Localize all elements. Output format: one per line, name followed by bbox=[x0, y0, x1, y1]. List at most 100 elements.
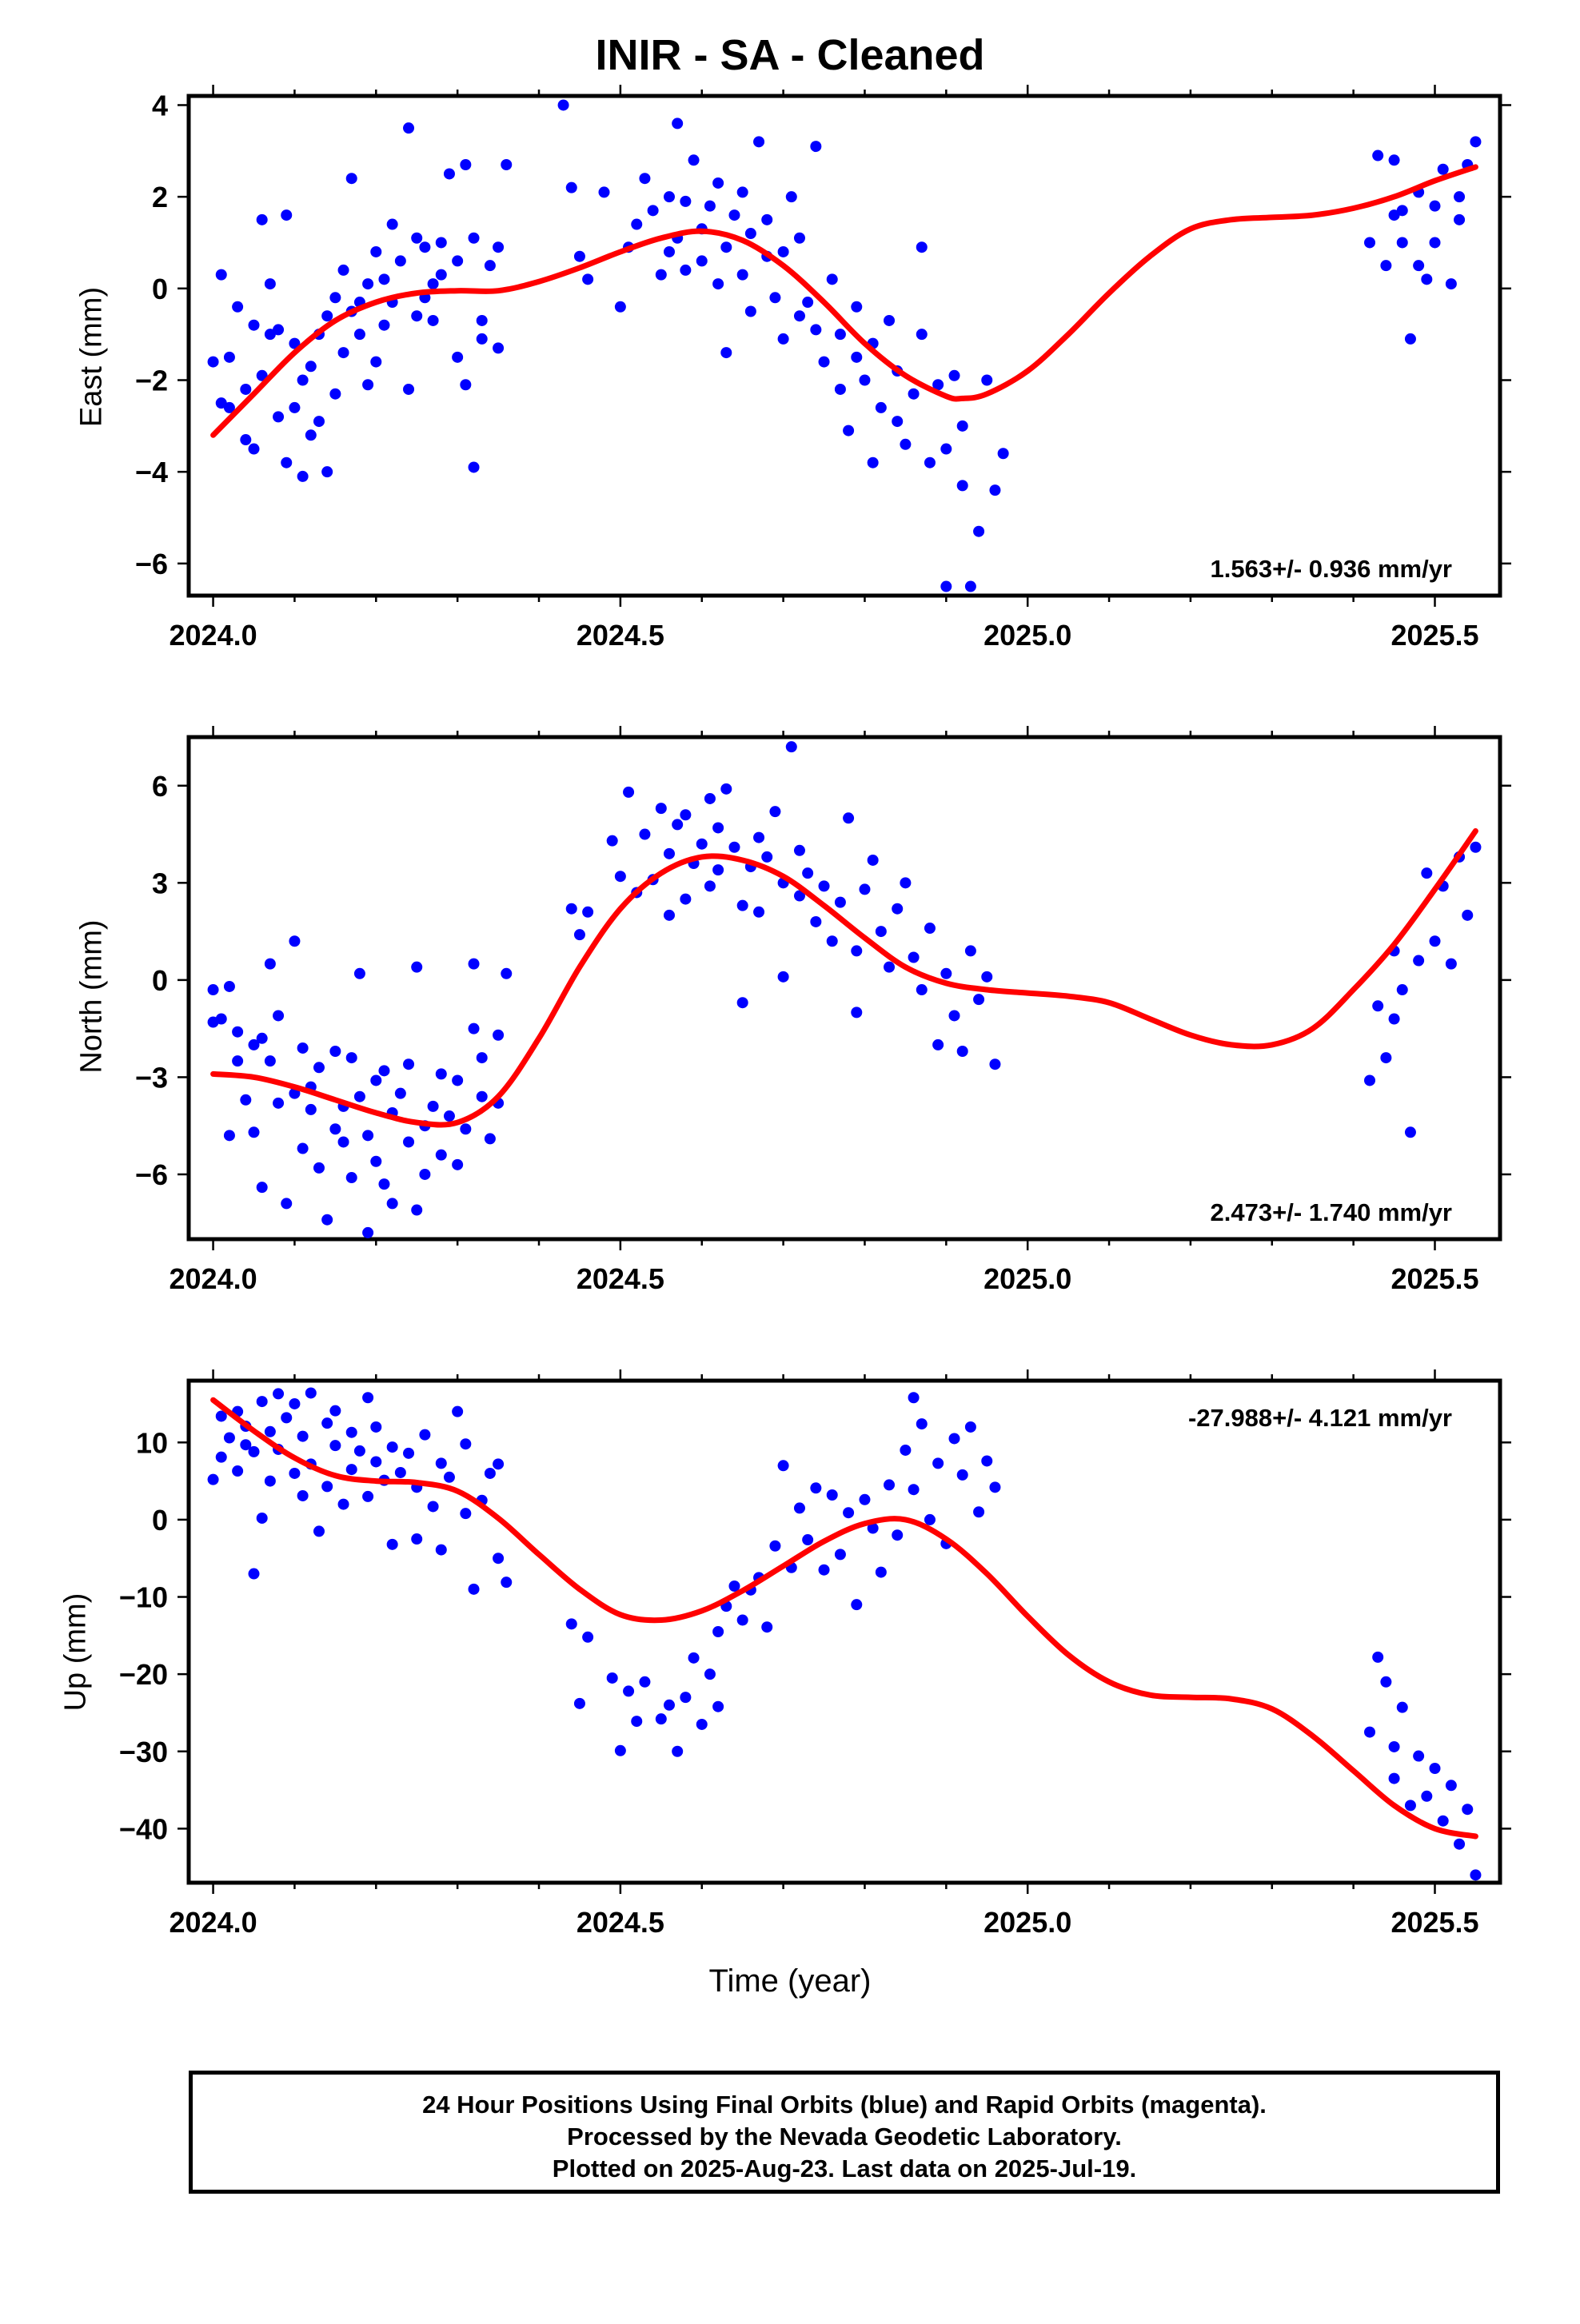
data-point bbox=[427, 278, 439, 290]
data-point bbox=[810, 1482, 822, 1494]
data-point bbox=[956, 1046, 968, 1058]
data-point bbox=[712, 278, 724, 290]
data-point bbox=[1454, 191, 1466, 203]
panel-2: 2024.0 2024.5 2025.0 2025.5 10 0 −10 −20 −30 −40 -… bbox=[119, 1369, 1511, 1939]
x-tick-label: 2025.5 bbox=[1390, 1906, 1478, 1939]
data-point bbox=[973, 525, 985, 537]
data-point bbox=[940, 443, 952, 455]
data-point bbox=[867, 1522, 879, 1534]
data-point bbox=[394, 1087, 406, 1099]
data-point bbox=[565, 1618, 577, 1630]
data-point bbox=[1413, 1750, 1425, 1762]
y-tick-label: −30 bbox=[119, 1736, 168, 1768]
data-point bbox=[639, 173, 651, 185]
data-point bbox=[264, 1425, 276, 1437]
up-axis-label: Up (mm) bbox=[58, 1593, 93, 1712]
data-point bbox=[908, 1392, 920, 1404]
data-point bbox=[777, 245, 789, 257]
data-point bbox=[232, 1026, 244, 1038]
data-point bbox=[329, 1046, 341, 1058]
data-point bbox=[394, 255, 406, 267]
data-point bbox=[345, 173, 357, 185]
y-tick-label: −6 bbox=[135, 1158, 168, 1191]
data-point bbox=[370, 1155, 382, 1167]
data-point bbox=[207, 356, 219, 368]
data-point bbox=[468, 461, 480, 473]
data-point bbox=[818, 1564, 830, 1576]
data-point bbox=[386, 218, 398, 230]
data-point bbox=[411, 1204, 423, 1216]
data-point bbox=[672, 1745, 684, 1757]
data-point bbox=[680, 809, 692, 821]
data-point bbox=[305, 1387, 317, 1399]
data-point bbox=[353, 1090, 365, 1102]
data-point bbox=[623, 786, 635, 798]
data-point bbox=[378, 1178, 390, 1190]
panel-1: 2024.0 2024.5 2025.0 2025.5 6 3 0 −3 −6 2.473+/- … bbox=[135, 726, 1511, 1295]
data-point bbox=[672, 118, 684, 130]
data-point bbox=[501, 967, 513, 979]
data-point bbox=[631, 218, 643, 230]
y-tick-label: −40 bbox=[119, 1812, 168, 1845]
data-point bbox=[248, 1038, 260, 1050]
data-point bbox=[761, 1621, 773, 1633]
data-point bbox=[321, 1214, 333, 1226]
data-point bbox=[565, 903, 577, 915]
data-point bbox=[736, 269, 748, 281]
data-point bbox=[1413, 260, 1425, 272]
data-point bbox=[672, 819, 684, 831]
data-point bbox=[859, 374, 871, 386]
data-point bbox=[900, 1444, 912, 1456]
data-point bbox=[956, 480, 968, 492]
data-point bbox=[728, 1580, 740, 1592]
data-point bbox=[647, 205, 659, 217]
data-point bbox=[614, 871, 626, 883]
data-point bbox=[273, 1010, 285, 1022]
data-point bbox=[484, 260, 496, 272]
data-point bbox=[345, 1172, 357, 1184]
data-point bbox=[1462, 1804, 1474, 1816]
data-point bbox=[663, 909, 675, 921]
x-tick-label: 2025.0 bbox=[984, 1262, 1071, 1295]
x-tick-label: 2024.5 bbox=[577, 1906, 664, 1939]
data-point bbox=[1413, 955, 1425, 967]
data-point bbox=[867, 456, 879, 468]
data-point bbox=[248, 443, 260, 455]
data-point bbox=[851, 1007, 863, 1018]
data-point bbox=[1470, 1869, 1482, 1881]
data-point bbox=[623, 1685, 635, 1697]
data-point bbox=[460, 1508, 472, 1520]
data-point bbox=[345, 1464, 357, 1476]
data-point bbox=[297, 470, 309, 482]
data-point bbox=[1404, 1126, 1416, 1138]
data-point bbox=[370, 1074, 382, 1086]
data-point bbox=[452, 351, 464, 363]
data-point bbox=[1372, 149, 1384, 161]
data-point bbox=[362, 1392, 374, 1404]
data-point bbox=[834, 896, 846, 908]
y-tick-label: −4 bbox=[135, 456, 168, 488]
data-point bbox=[289, 1467, 301, 1479]
data-point bbox=[378, 273, 390, 285]
data-point bbox=[1421, 1790, 1433, 1802]
data-point bbox=[964, 1421, 976, 1433]
data-point bbox=[403, 383, 415, 395]
data-point bbox=[411, 310, 423, 322]
data-point bbox=[573, 929, 585, 941]
data-point bbox=[248, 319, 260, 331]
data-point bbox=[1388, 1740, 1400, 1752]
data-point bbox=[573, 1697, 585, 1709]
data-point bbox=[655, 1713, 667, 1725]
data-point bbox=[696, 838, 708, 850]
fit-curve bbox=[210, 164, 1478, 438]
y-tick-label: 4 bbox=[152, 89, 168, 122]
data-point bbox=[736, 1614, 748, 1626]
data-point bbox=[810, 324, 822, 336]
data-point bbox=[321, 1417, 333, 1429]
data-point bbox=[1404, 333, 1416, 345]
data-point bbox=[443, 1110, 455, 1122]
data-point bbox=[777, 1460, 789, 1472]
data-point bbox=[680, 195, 692, 207]
data-point bbox=[1454, 1838, 1466, 1850]
